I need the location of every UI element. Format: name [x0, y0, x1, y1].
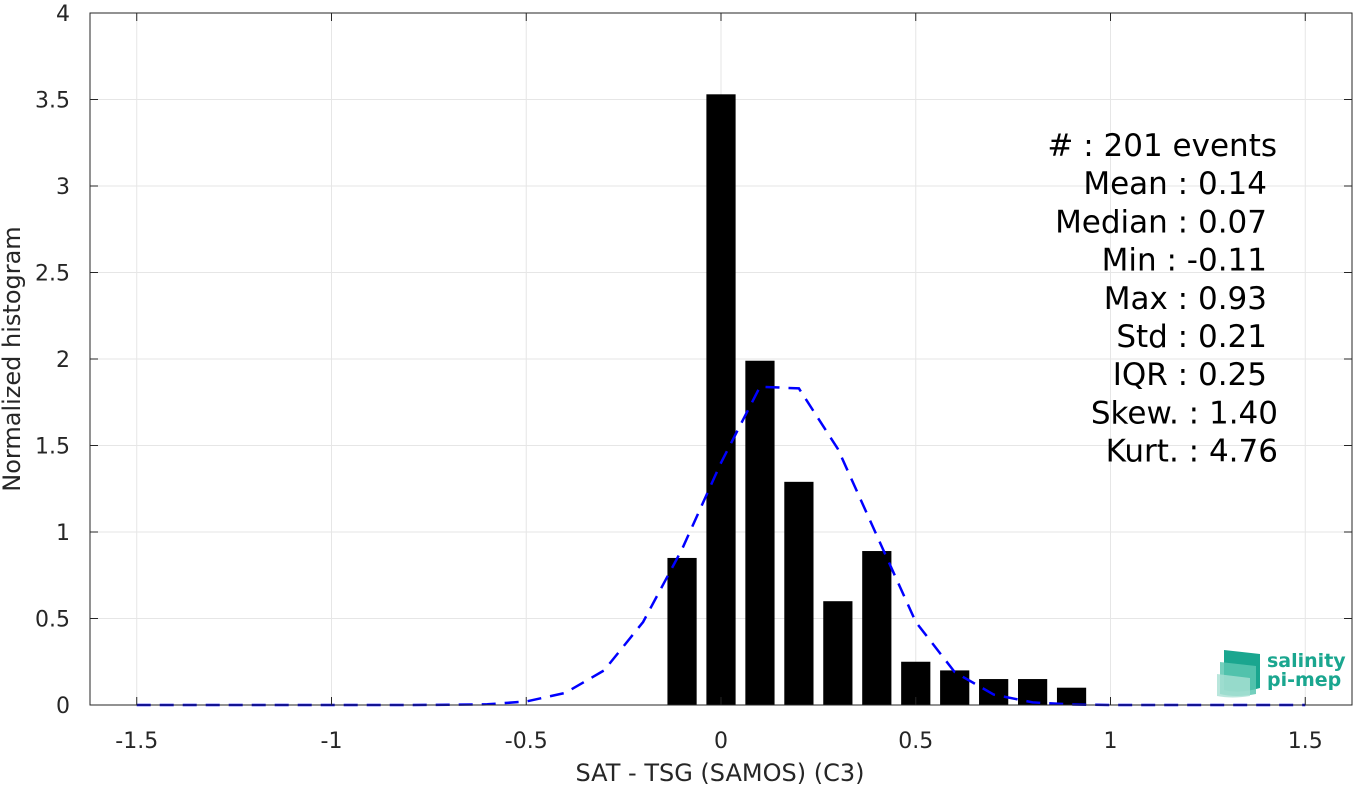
stat-line: Mean : 0.14: [1083, 166, 1267, 202]
y-tick-label: 3.5: [35, 89, 70, 114]
stat-line: Max : 0.93: [1104, 281, 1267, 317]
stat-line: Std : 0.21: [1116, 319, 1267, 355]
x-tick-label: 0: [714, 729, 728, 754]
x-tick-label: 1.5: [1288, 729, 1323, 754]
histogram-bar: [745, 360, 775, 705]
salinity-pi-mep-logo: salinity pi-mep: [1217, 650, 1346, 698]
x-tick-label: 1: [1104, 729, 1118, 754]
y-tick-label: 2.5: [35, 262, 70, 287]
logo-wave-icon: [1217, 650, 1260, 698]
histogram-bar: [823, 601, 853, 705]
y-tick-label: 0.5: [35, 608, 70, 633]
x-tick-label: 0.5: [898, 729, 933, 754]
tick-labels: -1.5 -1 -0.5 0 0.5 1 1.5 0 0.5 1 1.5 2 2.5 3 3.5 4: [35, 2, 1323, 754]
histogram-bar: [979, 679, 1009, 705]
y-tick-label: 2: [56, 348, 70, 373]
stat-line: IQR : 0.25: [1113, 357, 1267, 393]
y-tick-label: 0: [56, 694, 70, 719]
logo-line-1: salinity: [1267, 650, 1346, 672]
y-tick-label: 1: [56, 521, 70, 546]
stat-line: Median : 0.07: [1055, 204, 1267, 240]
histogram-bar: [1056, 687, 1087, 705]
stat-line: # : 201 events: [1047, 128, 1277, 164]
y-axis-title: Normalized histogram: [0, 226, 26, 491]
axes-frame: [89, 12, 1353, 706]
stat-line: Min : -0.11: [1102, 243, 1267, 279]
histogram-bar: [784, 481, 814, 705]
y-tick-label: 1.5: [35, 435, 70, 460]
x-axis-title: SAT - TSG (SAMOS) (C3): [576, 759, 865, 785]
histogram-bar: [940, 670, 970, 705]
y-tick-label: 3: [56, 175, 70, 200]
logo-line-2: pi-mep: [1267, 669, 1341, 691]
x-tick-label: -0.5: [505, 729, 548, 754]
histogram-bar: [1017, 679, 1048, 705]
x-tick-label: -1.5: [115, 729, 158, 754]
stat-line: Skew. : 1.40: [1091, 395, 1278, 431]
y-tick-label: 4: [56, 2, 70, 27]
stat-line: Kurt. : 4.76: [1106, 434, 1278, 470]
histogram-bar: [706, 94, 736, 705]
histogram-bar: [862, 551, 892, 705]
x-tick-label: -1: [321, 729, 343, 754]
histogram-bar: [667, 557, 697, 705]
